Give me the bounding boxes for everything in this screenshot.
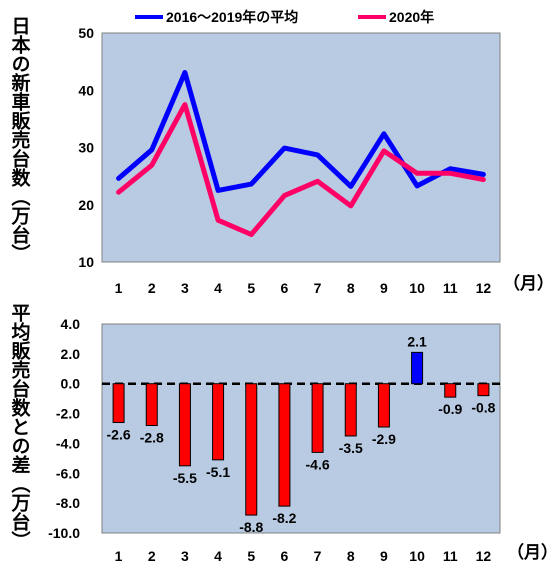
series-line-average [116, 70, 486, 193]
bottom-x-tick-label: 6 [281, 548, 289, 564]
bar [344, 383, 357, 437]
top-x-tick-label: 11 [443, 280, 458, 296]
top-y-tick-label: 20 [78, 197, 94, 213]
top-x-tick-label: 9 [380, 280, 388, 296]
bar [477, 383, 490, 397]
bottom-plot-area [101, 323, 501, 534]
bottom-x-tick-label: 10 [409, 548, 425, 564]
bottom-x-tick-label: 8 [347, 548, 355, 564]
bottom-y-axis-label: 平均販売台数との差（万台） [9, 303, 32, 550]
bottom-x-tick-label: 11 [443, 548, 458, 564]
top-x-axis-ticks: 1 2 3 4 5 6 7 8 9 10 11 12 [115, 280, 492, 296]
top-x-tick-label: 3 [181, 280, 189, 296]
bar [178, 383, 191, 467]
top-x-tick-label: 10 [409, 280, 425, 296]
bar [411, 351, 424, 385]
bottom-x-tick-label: 7 [314, 548, 322, 564]
bottom-y-tick-label: 4.0 [61, 316, 81, 332]
top-x-tick-label: 6 [281, 280, 289, 296]
bar-data-label: -5.5 [173, 470, 197, 486]
top-x-tick-label: 1 [115, 280, 123, 296]
bottom-x-tick-label: 12 [476, 548, 492, 564]
bottom-x-tick-label: 2 [148, 548, 156, 564]
top-series-lines [116, 70, 486, 237]
top-x-tick-label: 8 [347, 280, 355, 296]
top-x-tick-label: 2 [148, 280, 156, 296]
legend: 2016〜2019年の平均 2020年 [135, 9, 434, 25]
bar-data-label: -3.5 [339, 440, 363, 456]
bar [145, 383, 158, 427]
bar-chart-panel: 平均販売台数との差（万台） 4.0 2.0 0.0 -2.0 -4.0 -6.0 -8.0 -… [9, 303, 559, 564]
bar [377, 383, 390, 428]
bottom-y-tick-label: 2.0 [61, 346, 81, 362]
top-y-tick-label: 50 [78, 25, 94, 41]
bar [278, 383, 291, 507]
bar-data-label: -5.1 [206, 464, 230, 480]
bar [444, 383, 457, 398]
top-x-tick-label: 4 [214, 280, 222, 296]
bar-data-label: 2.1 [407, 333, 427, 349]
bar-data-label: -2.6 [107, 427, 131, 443]
bar-data-label: -4.6 [306, 456, 330, 472]
bar-data-label: -0.8 [471, 400, 495, 416]
bar [112, 383, 125, 424]
bar-data-label: -2.9 [372, 431, 396, 447]
bar [245, 383, 258, 516]
bottom-y-axis-ticks: 4.0 2.0 0.0 -2.0 -4.0 -6.0 -8.0 -10.0 [48, 316, 80, 541]
bar-data-label: -0.9 [438, 401, 462, 417]
bottom-y-tick-label: -8.0 [56, 495, 80, 511]
bottom-bars [112, 351, 490, 516]
top-y-axis-ticks: 10 20 30 40 50 [78, 25, 94, 270]
top-y-tick-label: 30 [78, 140, 94, 156]
top-plot-area [101, 32, 501, 263]
bottom-x-tick-label: 5 [247, 548, 255, 564]
bottom-x-tick-label: 1 [115, 548, 123, 564]
bottom-x-tick-label: 4 [214, 548, 222, 564]
bottom-y-tick-label: -10.0 [48, 525, 80, 541]
bottom-y-tick-label: 0.0 [61, 376, 81, 392]
top-x-unit: （月） [503, 273, 554, 293]
legend-label-2020: 2020年 [389, 9, 434, 25]
bottom-y-tick-label: -2.0 [56, 406, 80, 422]
bar [212, 383, 225, 461]
bottom-y-tick-label: -4.0 [56, 435, 80, 451]
series-line-2020 [116, 102, 486, 237]
bottom-x-tick-label: 3 [181, 548, 189, 564]
bottom-x-axis-ticks: 1 2 3 4 5 6 7 8 9 10 11 12 [115, 548, 492, 564]
legend-label-average: 2016〜2019年の平均 [166, 9, 298, 25]
bottom-y-tick-label: -6.0 [56, 465, 80, 481]
top-x-tick-label: 5 [247, 280, 255, 296]
bar-data-label: -8.2 [272, 510, 296, 526]
bottom-x-tick-label: 9 [380, 548, 388, 564]
bottom-data-labels: -2.6 -2.8 -5.5 -5.1 -8.8 -8.2 -4.6 -3.5 -2.9 2.1 -… [107, 333, 496, 535]
top-y-tick-label: 40 [78, 82, 94, 98]
top-x-tick-label: 12 [476, 280, 492, 296]
bar-data-label: -2.8 [140, 430, 164, 446]
line-chart-panel: 2016〜2019年の平均 2020年 日本の新車販売台数（万台） 10 20 30… [9, 9, 555, 296]
top-x-tick-label: 7 [314, 280, 322, 296]
bar-data-label: -8.8 [239, 519, 263, 535]
top-y-axis-label: 日本の新車販売台数（万台） [9, 16, 32, 263]
top-y-tick-label: 10 [78, 254, 94, 270]
bottom-x-unit: （月） [507, 542, 558, 562]
bar [311, 383, 324, 453]
